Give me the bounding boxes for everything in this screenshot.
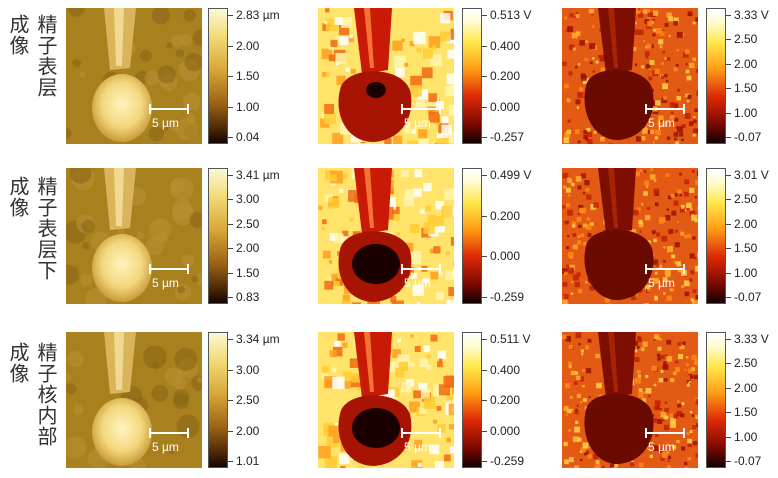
colorbar-tick-label: 0.513 V (481, 8, 532, 22)
row-label-outer: 成像 (6, 14, 30, 56)
amplitude-image: 5 µm (562, 168, 698, 304)
phase-image: 5 µm (318, 8, 454, 144)
scale-bar-label: 5 µm (648, 440, 675, 454)
scale-bar (149, 104, 189, 114)
colorbar-tick-label: 0.499 V (481, 168, 532, 182)
scale-bar-label: 5 µm (648, 116, 675, 130)
colorbar-tick-label: 1.50 (725, 81, 758, 96)
colorbar-tick-label: 0.200 (481, 69, 521, 83)
colorbar (462, 332, 482, 468)
scale-bar (149, 264, 189, 274)
topography-image: 5 µm (66, 332, 202, 468)
colorbar-tick-label: 3.33 V (726, 332, 769, 346)
colorbar-tick-label: 0.400 (481, 362, 521, 377)
colorbar-tick-label: -0.07 (725, 130, 762, 144)
colorbar-tick-label: 1.50 (725, 241, 758, 256)
colorbar-tick-label: -0.259 (481, 290, 525, 304)
colorbar-tick-label: -0.259 (481, 454, 525, 468)
scale-bar-label: 5 µm (404, 276, 431, 290)
colorbar-tick-label: 2.50 (725, 356, 758, 371)
scale-bar-label: 5 µm (648, 276, 675, 290)
colorbar (462, 168, 482, 304)
colorbar-tick-label: 2.00 (725, 380, 758, 395)
colorbar-tick-label: 1.50 (227, 69, 260, 83)
colorbar-tick-label: 0.000 (481, 99, 521, 114)
colorbar-tick-label: 3.34 µm (228, 332, 280, 346)
colorbar (208, 168, 228, 304)
scale-bar-label: 5 µm (152, 276, 179, 290)
colorbar-tick-label: 0.200 (481, 208, 521, 223)
scale-bar (645, 104, 685, 114)
colorbar-tick-label: 2.00 (227, 38, 260, 53)
colorbar (706, 168, 726, 304)
scale-bar-label: 5 µm (152, 440, 179, 454)
colorbar-tick-label: 2.00 (725, 216, 758, 231)
amplitude-image: 5 µm (562, 332, 698, 468)
scale-bar-label: 5 µm (404, 116, 431, 130)
colorbar-tick-label: 2.00 (725, 56, 758, 71)
colorbar-tick-label: 0.000 (481, 249, 521, 264)
row-label-inner: 精子核内部 (34, 342, 58, 447)
colorbar-tick-label: 0.83 (227, 290, 260, 304)
row-label-outer: 成像 (6, 176, 30, 218)
colorbar-tick-label: 3.33 V (726, 8, 769, 22)
colorbar-tick-label: 2.50 (227, 393, 260, 407)
colorbar-tick-label: 1.50 (725, 405, 758, 420)
colorbar-tick-label: 3.00 (227, 362, 260, 377)
colorbar (462, 8, 482, 144)
colorbar-tick-label: 2.00 (227, 423, 260, 438)
colorbar-tick-label: 3.01 V (726, 168, 769, 182)
colorbar-tick-label: -0.07 (725, 454, 762, 468)
colorbar-tick-label: 0.000 (481, 423, 521, 438)
colorbar-tick-label: 2.50 (227, 216, 260, 231)
colorbar-tick-label: 1.00 (725, 429, 758, 444)
colorbar-tick-label: 0.04 (227, 130, 260, 144)
colorbar (208, 332, 228, 468)
colorbar (208, 8, 228, 144)
colorbar-tick-label: 2.00 (227, 241, 260, 256)
colorbar (706, 8, 726, 144)
colorbar-tick-label: 1.00 (725, 265, 758, 280)
row-label-inner: 精子表层 (34, 14, 58, 98)
scale-bar (645, 428, 685, 438)
colorbar-tick-label: 0.511 V (481, 332, 531, 346)
colorbar-tick-label: 0.200 (481, 393, 521, 407)
colorbar-tick-label: 1.00 (725, 105, 758, 120)
scale-bar (645, 264, 685, 274)
colorbar-tick-label: 3.41 µm (228, 168, 280, 182)
scale-bar (401, 264, 441, 274)
scale-bar (401, 428, 441, 438)
row-label-outer: 成像 (6, 342, 30, 384)
colorbar-tick-label: -0.257 (481, 130, 525, 144)
scale-bar (401, 104, 441, 114)
colorbar-tick-label: 3.00 (227, 192, 260, 207)
topography-image: 5 µm (66, 8, 202, 144)
colorbar-tick-label: 2.50 (725, 192, 758, 207)
row-label-inner: 精子表层下 (34, 176, 58, 281)
amplitude-image: 5 µm (562, 8, 698, 144)
colorbar-tick-label: 0.400 (481, 38, 521, 53)
colorbar-tick-label: 2.50 (725, 32, 758, 47)
scale-bar (149, 428, 189, 438)
scale-bar-label: 5 µm (404, 440, 431, 454)
phase-image: 5 µm (318, 168, 454, 304)
phase-image: 5 µm (318, 332, 454, 468)
colorbar-tick-label: 1.00 (227, 99, 260, 114)
colorbar-tick-label: 2.83 µm (228, 8, 280, 22)
colorbar-tick-label: -0.07 (725, 290, 762, 304)
topography-image: 5 µm (66, 168, 202, 304)
colorbar-tick-label: 1.50 (227, 265, 260, 280)
scale-bar-label: 5 µm (152, 116, 179, 130)
colorbar-tick-label: 1.01 (227, 454, 260, 468)
colorbar (706, 332, 726, 468)
